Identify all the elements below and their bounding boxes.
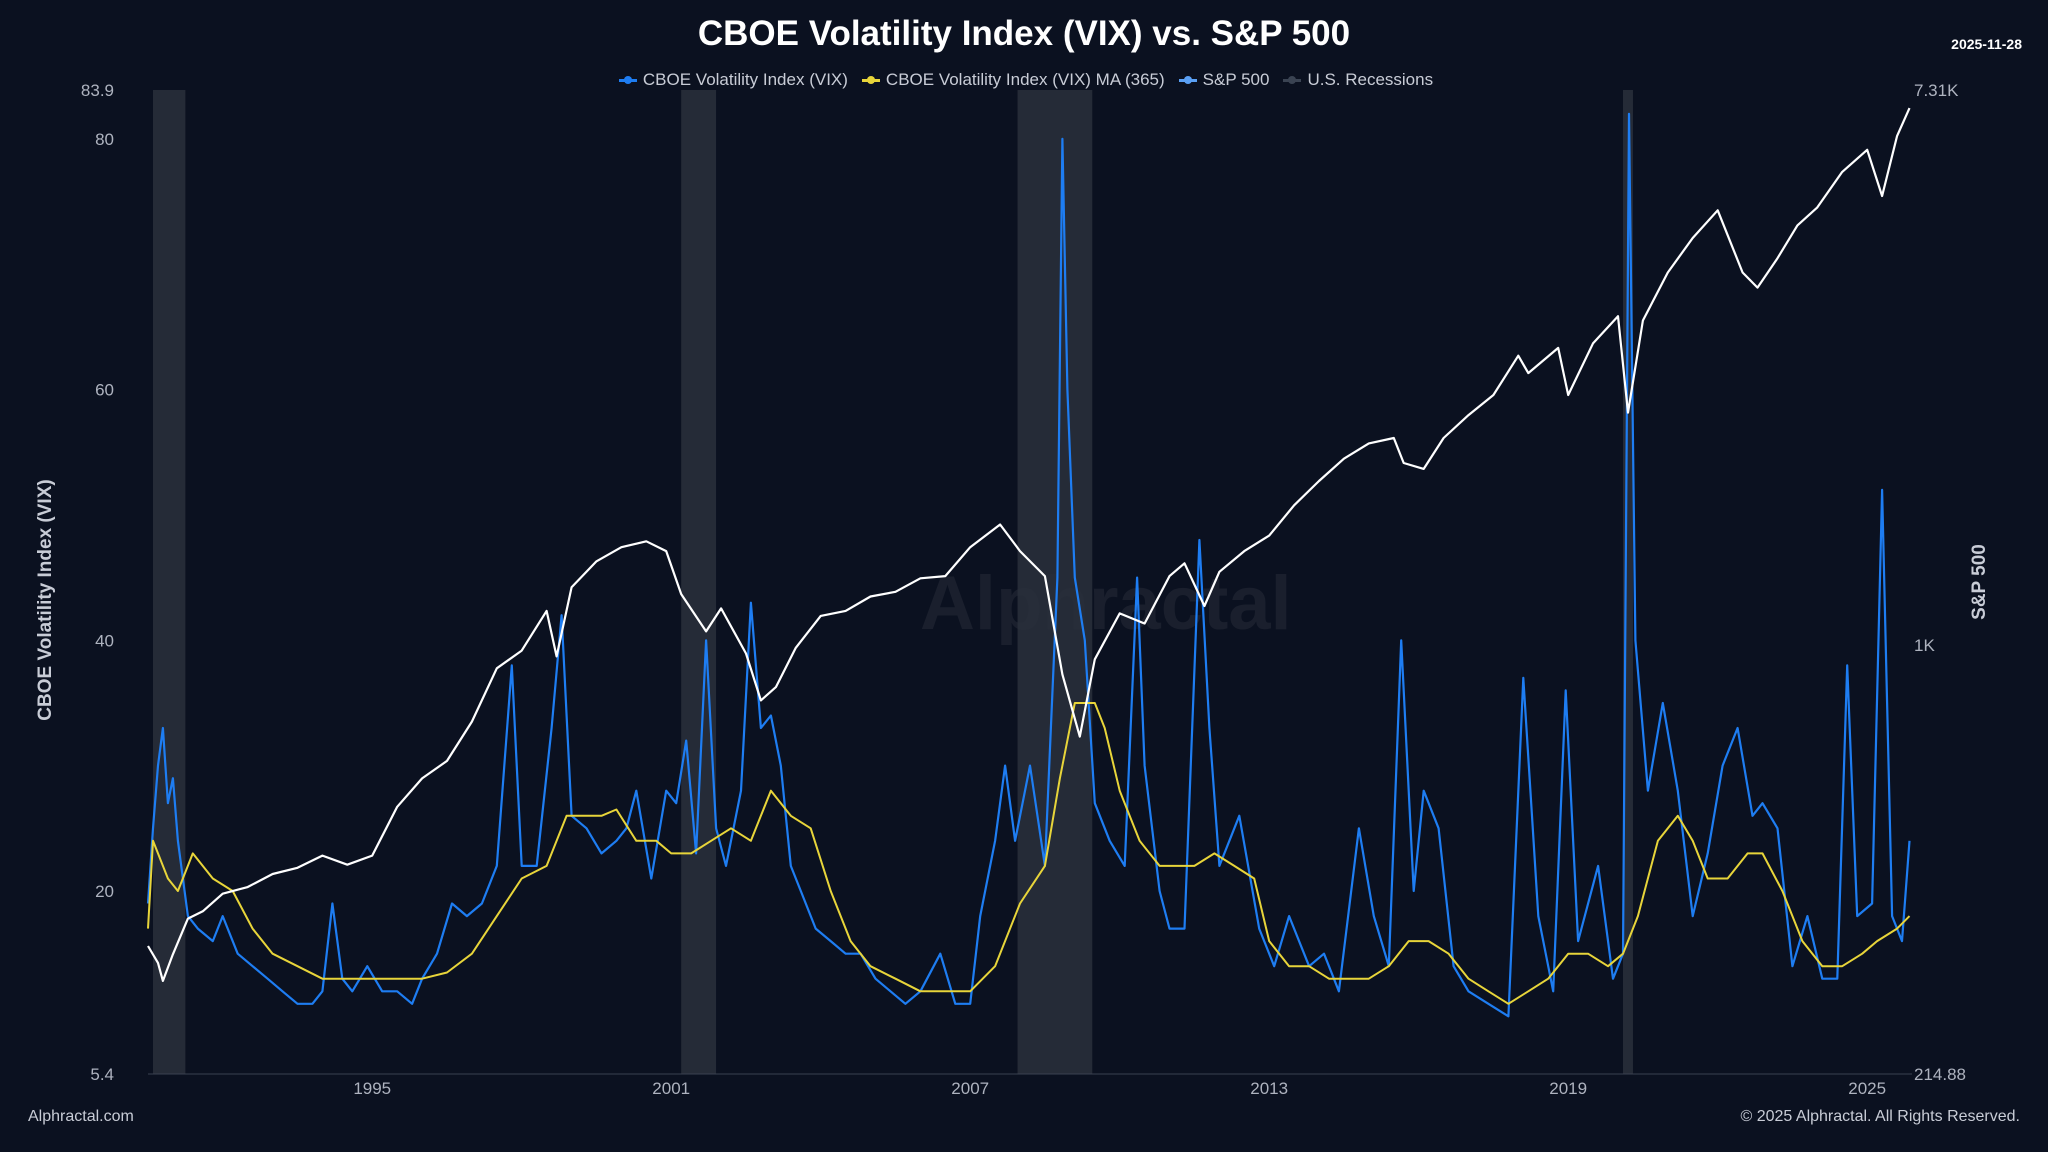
date-label: 2025-11-28 [1951, 36, 2022, 52]
footer-site[interactable]: Alphractal.com [28, 1108, 134, 1125]
legend-swatch-vix-ma [861, 75, 880, 84]
legend-swatch-sp500 [1178, 75, 1197, 84]
legend-label-vix: CBOE Volatility Index (VIX) [642, 70, 848, 89]
x-tick-label-2025: 2025 [1848, 1079, 1886, 1098]
x-tick-label-1995: 1995 [353, 1079, 391, 1098]
legend-label-recessions: U.S. Recessions [1307, 70, 1434, 89]
x-tick-label-2007: 2007 [951, 1079, 989, 1098]
legend-item-vix[interactable]: CBOE Volatility Index (VIX) [615, 70, 848, 90]
y-left-tick-label-80: 80 [95, 130, 114, 149]
legend-label-vix-ma: CBOE Volatility Index (VIX) MA (365) [885, 70, 1165, 89]
y-right-tick-label-1K: 1K [1914, 636, 1935, 655]
legend-swatch-recessions [1283, 75, 1302, 84]
recession-band-1 [681, 90, 717, 1074]
chart-title: CBOE Volatility Index (VIX) vs. S&P 500 [697, 14, 1351, 53]
footer-copyright: © 2025 Alphractal. All Rights Reserved. [1740, 1108, 2021, 1125]
recession-band-2 [1017, 90, 1093, 1074]
y-right-tick-label-214.88: 214.88 [1914, 1065, 1966, 1084]
y-left-tick-label-83.9: 83.9 [81, 81, 114, 100]
x-tick-label-2019: 2019 [1549, 1079, 1587, 1098]
sp500-line [147, 107, 1911, 982]
watermark: Alphractal [920, 561, 1292, 646]
axes: 1995 2001 2007 2013 2019 2025 83.9 80 60 40 20 5.4 7… [81, 81, 1966, 1098]
y-right-tick-label-7.31K: 7.31K [1914, 81, 1959, 100]
y-left-tick-label-5.4: 5.4 [90, 1065, 114, 1084]
legend: CBOE Volatility Index (VIX) CBOE Volatil… [0, 70, 2048, 90]
legend-item-recessions[interactable]: U.S. Recessions [1279, 70, 1433, 90]
y-left-tick-label-60: 60 [95, 381, 114, 400]
recession-band-0 [152, 90, 186, 1074]
x-tick-label-2013: 2013 [1250, 1079, 1288, 1098]
legend-swatch-vix [618, 75, 637, 84]
x-tick-label-2001: 2001 [652, 1079, 690, 1098]
legend-label-sp500: S&P 500 [1202, 70, 1270, 89]
recession-band-3 [1622, 90, 1633, 1074]
series-lines [146, 107, 1911, 1018]
recession-bands [152, 90, 1633, 1074]
legend-item-sp500[interactable]: S&P 500 [1175, 70, 1270, 90]
y-left-tick-label-20: 20 [95, 882, 114, 901]
y-left-tick-label-40: 40 [95, 631, 114, 650]
legend-item-vix-ma[interactable]: CBOE Volatility Index (VIX) MA (365) [858, 70, 1165, 90]
vix-ma-line [147, 702, 1911, 1005]
